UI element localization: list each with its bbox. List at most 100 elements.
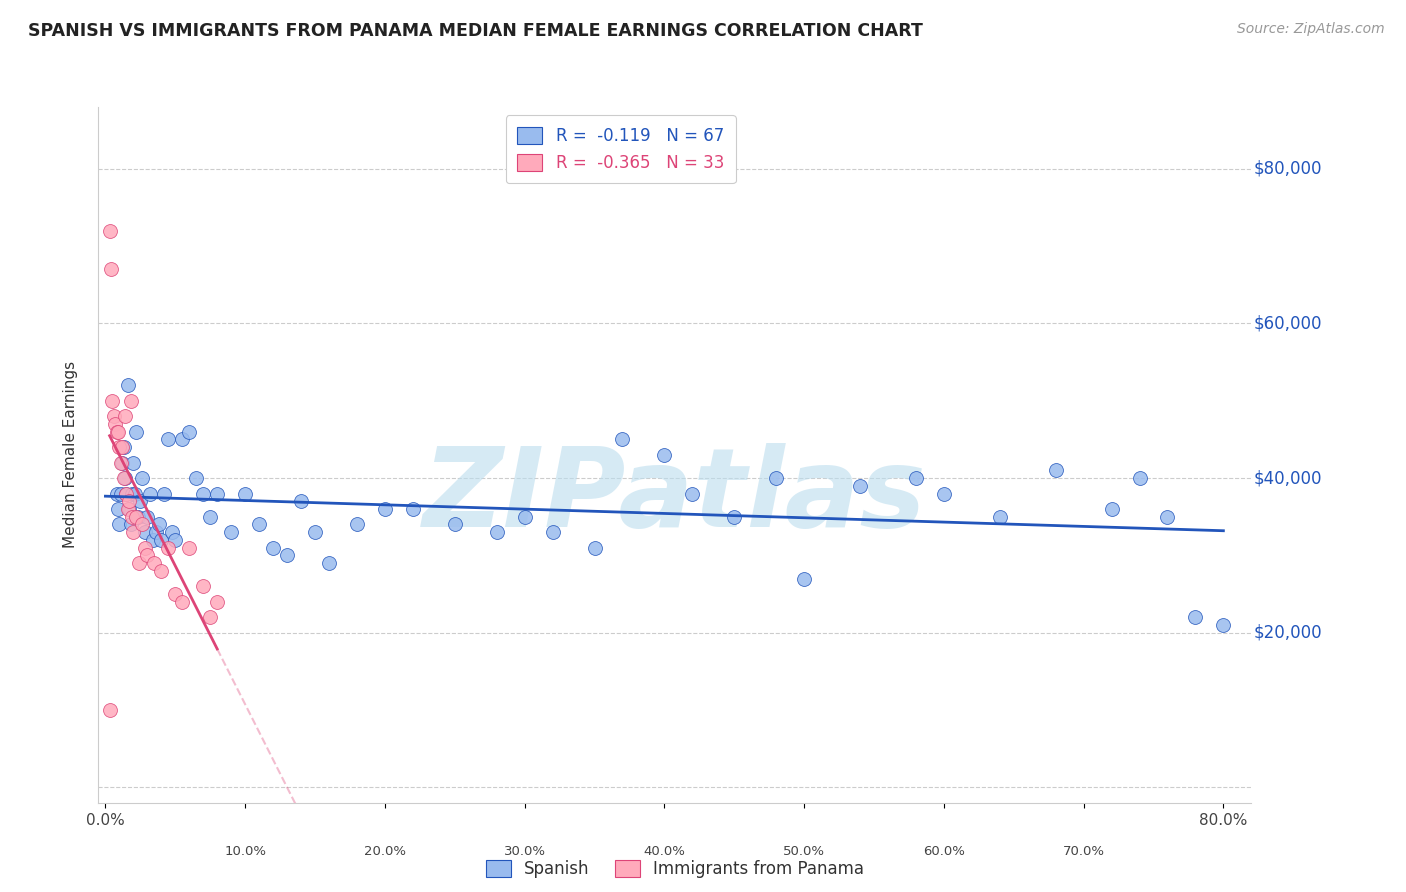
Point bbox=[179, 425, 201, 439]
Point bbox=[583, 541, 606, 555]
Point bbox=[120, 393, 142, 408]
Point bbox=[1212, 618, 1234, 632]
Y-axis label: Median Female Earnings: Median Female Earnings bbox=[63, 361, 77, 549]
Point bbox=[111, 440, 134, 454]
Point bbox=[118, 494, 141, 508]
Point bbox=[125, 509, 148, 524]
Point bbox=[193, 486, 215, 500]
Point bbox=[793, 572, 815, 586]
Point bbox=[145, 525, 167, 540]
Point bbox=[402, 502, 425, 516]
Point bbox=[121, 486, 143, 500]
Point bbox=[443, 517, 465, 532]
Text: 70.0%: 70.0% bbox=[1063, 845, 1105, 857]
Text: ZIPatlas: ZIPatlas bbox=[423, 443, 927, 550]
Point bbox=[654, 448, 676, 462]
Point bbox=[112, 471, 135, 485]
Point bbox=[157, 541, 180, 555]
Point bbox=[115, 486, 138, 500]
Text: Source: ZipAtlas.com: Source: ZipAtlas.com bbox=[1237, 22, 1385, 37]
Point bbox=[136, 509, 159, 524]
Text: 50.0%: 50.0% bbox=[783, 845, 825, 857]
Point bbox=[179, 541, 201, 555]
Point bbox=[134, 541, 156, 555]
Point bbox=[108, 440, 131, 454]
Point bbox=[276, 549, 298, 563]
Point bbox=[1045, 463, 1067, 477]
Point bbox=[165, 533, 187, 547]
Point bbox=[1156, 509, 1178, 524]
Point bbox=[904, 471, 927, 485]
Point bbox=[148, 517, 170, 532]
Point bbox=[290, 494, 312, 508]
Point bbox=[304, 525, 326, 540]
Point bbox=[121, 509, 143, 524]
Point bbox=[205, 486, 228, 500]
Point bbox=[98, 703, 121, 717]
Point bbox=[374, 502, 396, 516]
Text: $40,000: $40,000 bbox=[1254, 469, 1322, 487]
Point bbox=[988, 509, 1011, 524]
Point bbox=[157, 433, 180, 447]
Point bbox=[131, 471, 153, 485]
Point bbox=[128, 556, 150, 570]
Point bbox=[104, 417, 127, 431]
Point bbox=[122, 456, 145, 470]
Point bbox=[681, 486, 703, 500]
Point bbox=[100, 262, 122, 277]
Point bbox=[485, 525, 508, 540]
Point bbox=[541, 525, 564, 540]
Point bbox=[117, 502, 139, 516]
Point bbox=[219, 525, 242, 540]
Point bbox=[247, 517, 270, 532]
Point bbox=[110, 486, 132, 500]
Point bbox=[172, 595, 194, 609]
Point bbox=[127, 509, 149, 524]
Text: 10.0%: 10.0% bbox=[224, 845, 266, 857]
Point bbox=[143, 556, 166, 570]
Point bbox=[125, 425, 148, 439]
Point bbox=[150, 533, 173, 547]
Point bbox=[932, 486, 955, 500]
Text: 40.0%: 40.0% bbox=[644, 845, 685, 857]
Point bbox=[105, 425, 128, 439]
Point bbox=[110, 456, 132, 470]
Point bbox=[136, 549, 159, 563]
Point bbox=[118, 502, 141, 516]
Point bbox=[162, 525, 184, 540]
Point bbox=[117, 378, 139, 392]
Legend: Spanish, Immigrants from Panama: Spanish, Immigrants from Panama bbox=[479, 854, 870, 885]
Point bbox=[153, 486, 176, 500]
Text: $80,000: $80,000 bbox=[1254, 160, 1322, 178]
Point bbox=[105, 486, 128, 500]
Point bbox=[346, 517, 368, 532]
Point bbox=[612, 433, 634, 447]
Point bbox=[122, 525, 145, 540]
Point bbox=[262, 541, 284, 555]
Point bbox=[723, 509, 745, 524]
Point bbox=[1128, 471, 1150, 485]
Point bbox=[1101, 502, 1123, 516]
Point bbox=[150, 564, 173, 578]
Point bbox=[186, 471, 208, 485]
Point bbox=[193, 579, 215, 593]
Point bbox=[765, 471, 787, 485]
Point bbox=[120, 517, 142, 532]
Point bbox=[205, 595, 228, 609]
Point bbox=[142, 533, 165, 547]
Point bbox=[114, 409, 136, 424]
Point bbox=[200, 509, 222, 524]
Point bbox=[103, 409, 125, 424]
Point bbox=[165, 587, 187, 601]
Point bbox=[124, 486, 146, 500]
Text: 20.0%: 20.0% bbox=[364, 845, 406, 857]
Point bbox=[233, 486, 256, 500]
Point bbox=[114, 471, 136, 485]
Point bbox=[107, 502, 129, 516]
Point bbox=[108, 517, 131, 532]
Point bbox=[849, 479, 872, 493]
Point bbox=[101, 393, 124, 408]
Point bbox=[112, 440, 135, 454]
Point bbox=[513, 509, 536, 524]
Point bbox=[131, 517, 153, 532]
